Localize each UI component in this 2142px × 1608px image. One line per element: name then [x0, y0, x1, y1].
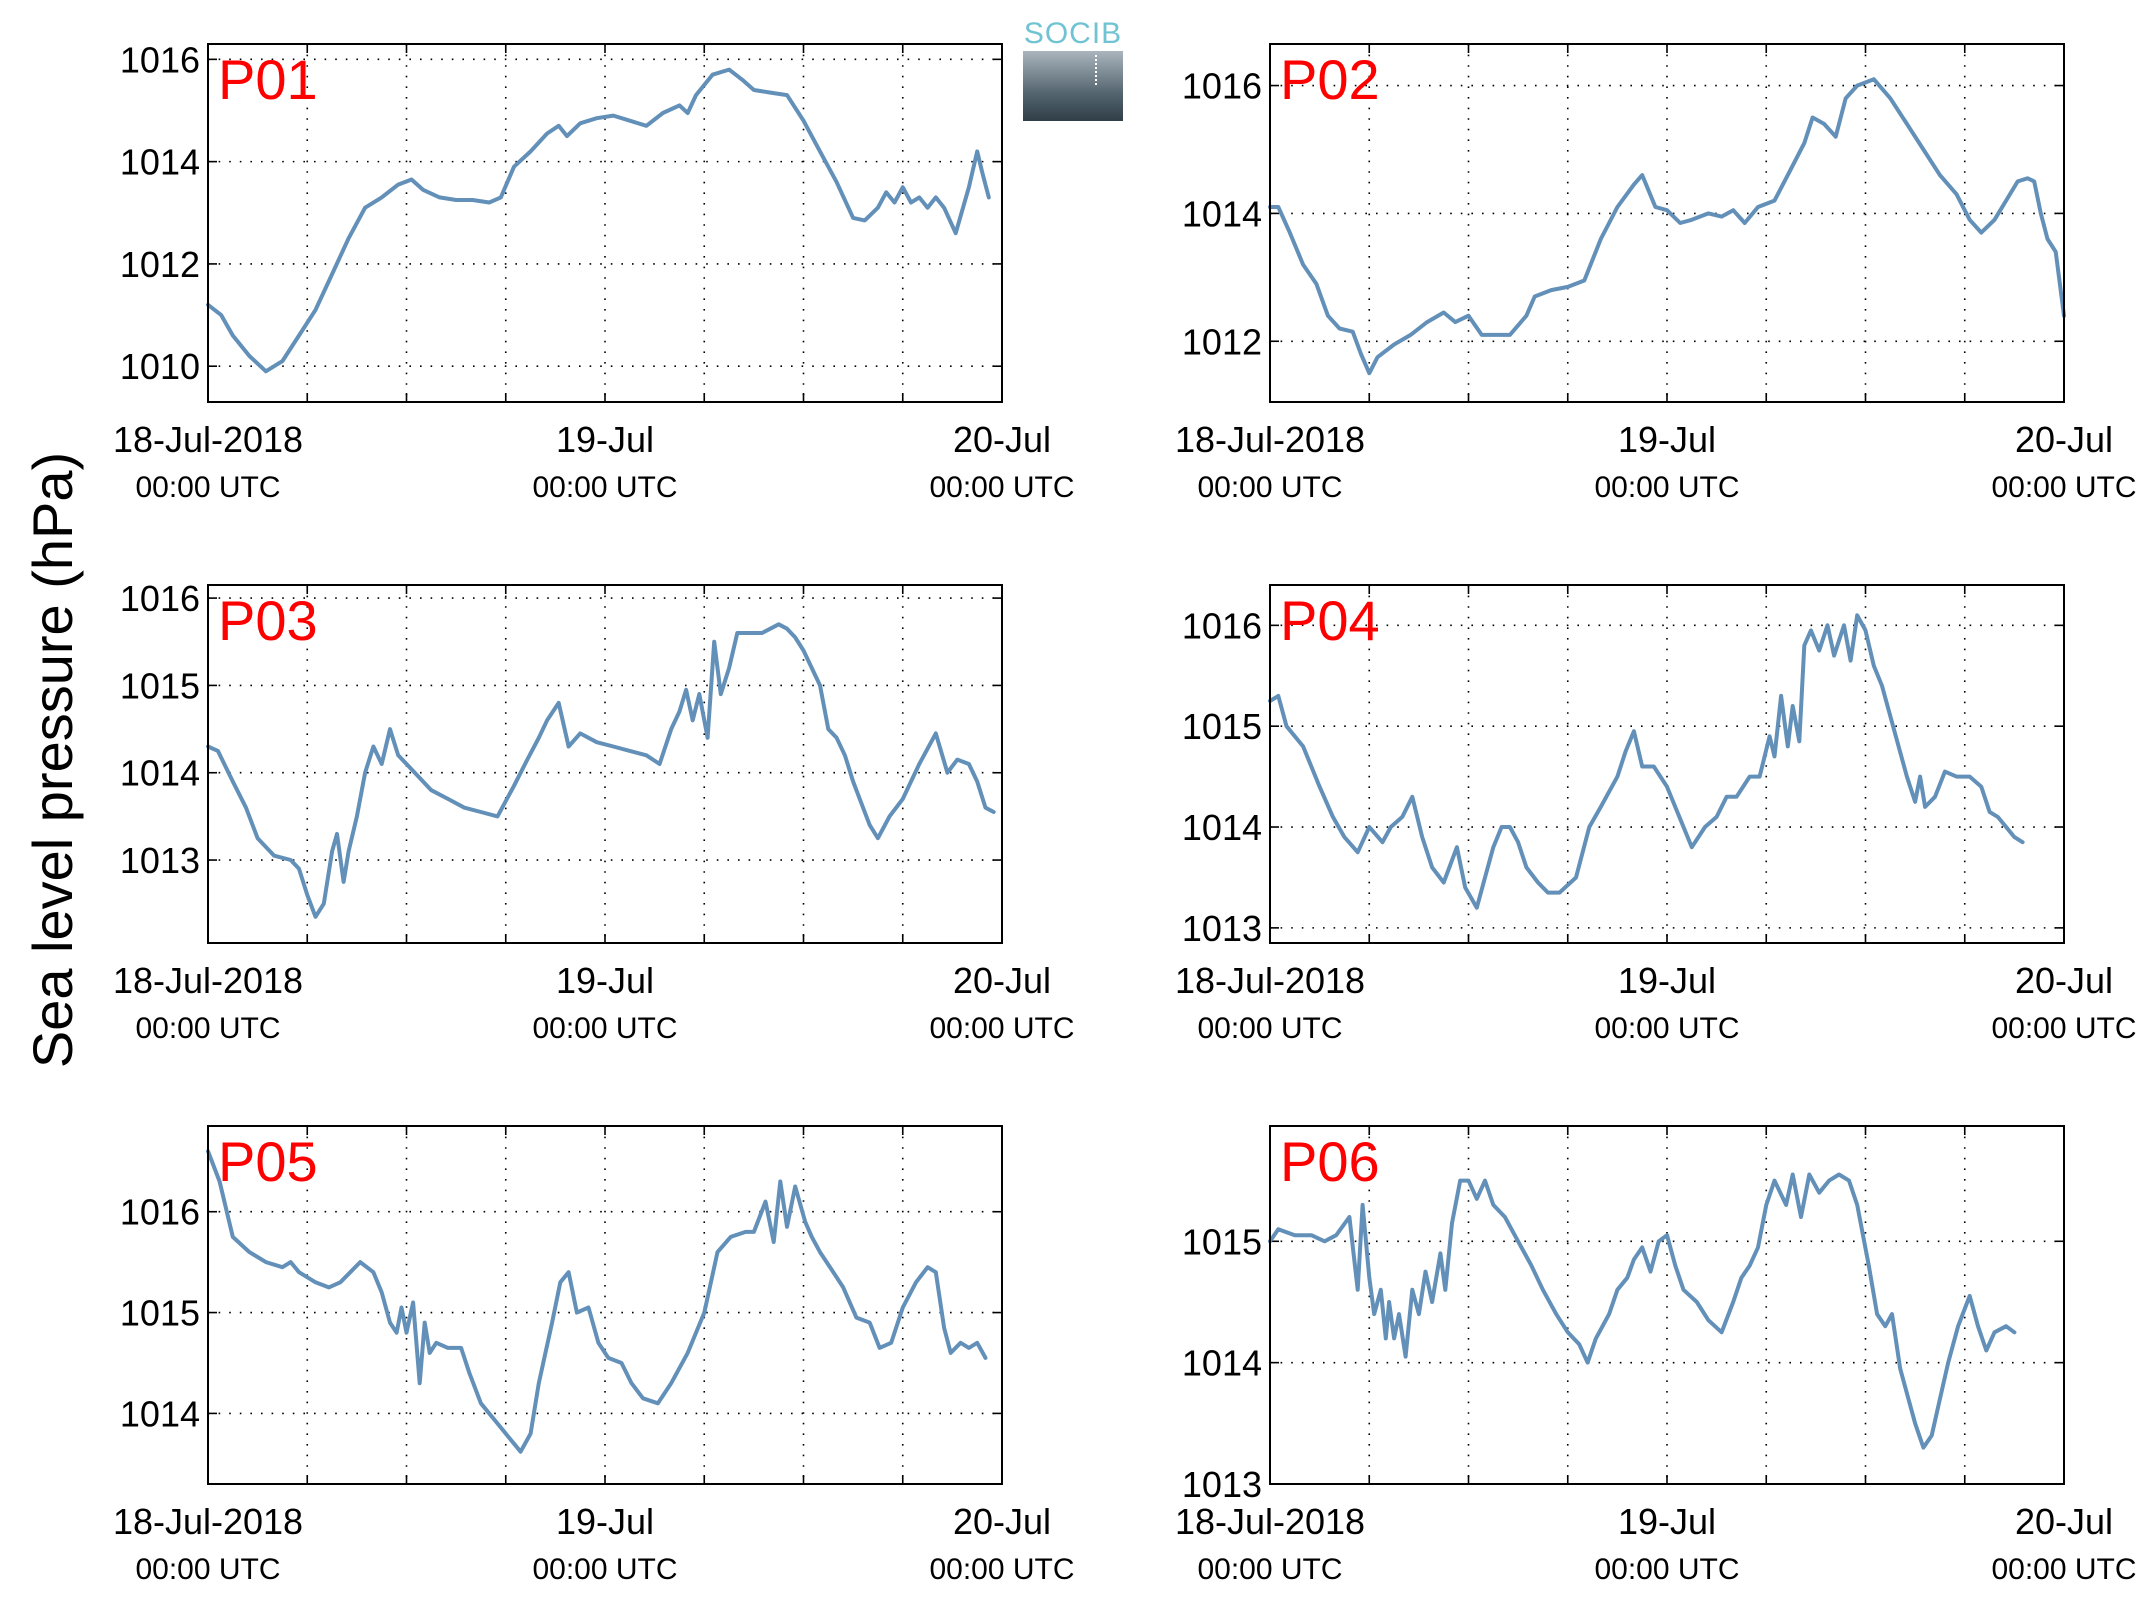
- x-tick-label: 20-Jul: [953, 960, 1051, 1001]
- y-tick-label: 1013: [1182, 908, 1262, 949]
- y-tick-label: 1012: [1182, 321, 1262, 362]
- y-tick-label: 1010: [120, 346, 200, 387]
- x-tick-label: 19-Jul: [556, 419, 654, 460]
- y-tick-label: 1015: [120, 1293, 200, 1334]
- y-tick-label: 1014: [120, 1393, 200, 1434]
- x-tick-sublabel: 00:00 UTC: [1197, 1553, 1342, 1586]
- x-tick-label: 18-Jul-2018: [1175, 1501, 1365, 1542]
- y-tick-label: 1014: [1182, 1343, 1262, 1384]
- logo-text: SOCIB: [1023, 17, 1123, 50]
- x-tick-label: 18-Jul-2018: [1175, 960, 1365, 1001]
- x-tick-label: 19-Jul: [556, 960, 654, 1001]
- y-tick-label: 1014: [120, 753, 200, 794]
- axes-frame: [1269, 1125, 2065, 1485]
- panel-label: P03: [218, 589, 318, 652]
- y-tick-label: 1012: [120, 244, 200, 285]
- axes-frame: [207, 584, 1003, 944]
- x-tick-sublabel: 00:00 UTC: [1594, 1012, 1739, 1045]
- x-tick-sublabel: 00:00 UTC: [135, 1553, 280, 1586]
- y-tick-label: 1015: [1182, 1221, 1262, 1262]
- y-axis-label: Sea level pressure (hPa): [21, 452, 84, 1068]
- panel-p05: 1014 1015 1016 18-Jul-2018 00:00 UTC 19-Jul 00…: [113, 1125, 1075, 1586]
- y-tick-label: 1014: [1182, 807, 1262, 848]
- logo-dotted-line: [1095, 55, 1097, 85]
- x-tick-sublabel: 00:00 UTC: [929, 1012, 1074, 1045]
- y-tick-label: 1013: [120, 840, 200, 881]
- y-tick-label: 1016: [1182, 605, 1262, 646]
- logo-graphic: [1023, 51, 1123, 121]
- x-tick-label: 19-Jul: [1618, 960, 1716, 1001]
- x-tick-sublabel: 00:00 UTC: [1991, 1012, 2136, 1045]
- series-line: [206, 622, 996, 919]
- x-tick-label: 19-Jul: [556, 1501, 654, 1542]
- y-tick-label: 1016: [120, 1192, 200, 1233]
- series-line: [206, 1149, 988, 1454]
- panel-label: P01: [218, 48, 318, 111]
- panel-p01: 1010 1012 1014 1016 18-Jul-2018 00:00 UTC 19-J…: [113, 39, 1075, 504]
- x-tick-sublabel: 00:00 UTC: [1594, 1553, 1739, 1586]
- y-tick-label: 1016: [1182, 66, 1262, 107]
- x-tick-sublabel: 00:00 UTC: [532, 471, 677, 504]
- x-tick-label: 20-Jul: [953, 1501, 1051, 1542]
- socib-logo: SOCIB: [1023, 19, 1123, 121]
- x-tick-sublabel: 00:00 UTC: [1594, 471, 1739, 504]
- x-tick-label: 18-Jul-2018: [113, 419, 303, 460]
- y-tick-label: 1013: [1182, 1464, 1262, 1505]
- x-tick-label: 18-Jul-2018: [113, 960, 303, 1001]
- x-tick-label: 18-Jul-2018: [1175, 419, 1365, 460]
- axes-frame: [1269, 584, 2065, 944]
- axes-frame: [207, 1125, 1003, 1485]
- y-tick-label: 1016: [120, 578, 200, 619]
- x-tick-sublabel: 00:00 UTC: [135, 471, 280, 504]
- series-line: [1268, 613, 2025, 910]
- x-tick-sublabel: 00:00 UTC: [929, 1553, 1074, 1586]
- x-tick-label: 20-Jul: [2015, 419, 2113, 460]
- y-tick-label: 1014: [1182, 193, 1262, 234]
- y-tick-label: 1015: [1182, 706, 1262, 747]
- series-line: [1268, 1172, 2017, 1450]
- axes-frame: [207, 43, 1003, 403]
- x-tick-sublabel: 00:00 UTC: [1197, 471, 1342, 504]
- series-line: [1268, 77, 2066, 376]
- y-tick-label: 1016: [120, 39, 200, 80]
- panel-label: P06: [1280, 1130, 1380, 1193]
- x-tick-sublabel: 00:00 UTC: [929, 471, 1074, 504]
- panel-p06: 1013 1014 1015 18-Jul-2018 00:00 UTC 19-Jul 00…: [1175, 1125, 2137, 1586]
- y-tick-label: 1014: [120, 142, 200, 183]
- x-tick-sublabel: 00:00 UTC: [1197, 1012, 1342, 1045]
- panel-p03: 1013 1014 1015 1016 18-Jul-2018 00:00 UTC 19-J…: [113, 578, 1075, 1045]
- x-tick-label: 20-Jul: [2015, 960, 2113, 1001]
- x-tick-sublabel: 00:00 UTC: [1991, 1553, 2136, 1586]
- x-tick-sublabel: 00:00 UTC: [532, 1553, 677, 1586]
- panel-label: P04: [1280, 589, 1380, 652]
- x-tick-sublabel: 00:00 UTC: [532, 1012, 677, 1045]
- y-tick-label: 1015: [120, 665, 200, 706]
- series-line: [206, 67, 991, 374]
- x-tick-sublabel: 00:00 UTC: [135, 1012, 280, 1045]
- x-tick-sublabel: 00:00 UTC: [1991, 471, 2136, 504]
- x-tick-label: 20-Jul: [953, 419, 1051, 460]
- x-tick-label: 18-Jul-2018: [113, 1501, 303, 1542]
- panel-label: P05: [218, 1130, 318, 1193]
- panel-p02: 1012 1014 1016 18-Jul-2018 00:00 UTC 19-Jul 00…: [1175, 43, 2137, 504]
- x-tick-label: 19-Jul: [1618, 419, 1716, 460]
- panel-label: P02: [1280, 48, 1380, 111]
- axes-frame: [1269, 43, 2065, 403]
- x-tick-label: 19-Jul: [1618, 1501, 1716, 1542]
- x-tick-label: 20-Jul: [2015, 1501, 2113, 1542]
- panel-p04: 1013 1014 1015 1016 18-Jul-2018 00:00 UTC 19-J…: [1175, 584, 2137, 1045]
